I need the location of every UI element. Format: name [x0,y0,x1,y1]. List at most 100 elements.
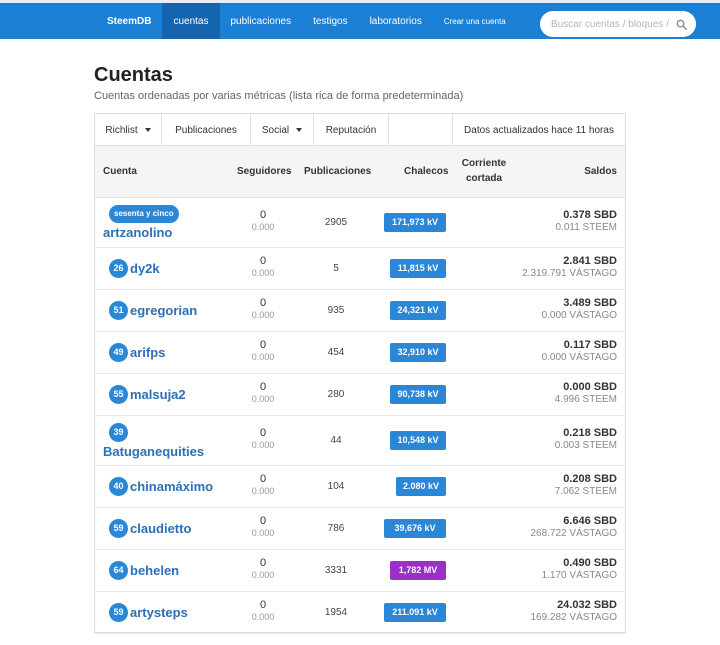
column-header-balances[interactable]: Saldos [584,166,617,177]
reputation-badge: 40 [109,477,128,496]
account-name-link[interactable]: behelen [130,563,180,578]
account-cell: 40 chinamáximo [103,477,213,496]
account-name-link[interactable]: artzanolino [103,225,173,241]
vests-badge: 10,548 kV [390,431,446,450]
column-header-vests[interactable]: Chalecos [404,166,449,177]
reputation-badge: 59 [109,519,128,538]
column-header-current[interactable]: Corriente cortada [461,158,507,184]
reputation-badge: 26 [109,259,128,278]
followers-count: 0 [259,297,267,309]
balances-cell: 6.646 SBD 268.722 VÁSTAGO [530,515,617,539]
followers-sp: 0.000 [251,440,275,450]
reputation-badge: 51 [109,301,128,320]
balances-cell: 2.841 SBD 2.319.791 VÁSTAGO [522,255,617,279]
vests-badge: 24,321 kV [390,301,446,320]
richlist-dropdown[interactable]: Richlist [95,114,162,146]
balances-cell: 3.489 SBD 0.000 VÁSTAGO [542,297,617,321]
brand-link[interactable]: SteemDB [107,15,152,27]
posts-count: 454 [327,347,345,358]
nav-item-testigos[interactable]: testigos [313,15,348,27]
account-name-link[interactable]: malsuja2 [130,387,186,402]
sbd-balance: 2.841 SBD [563,255,617,267]
filter-tabs: Richlist Publicaciones Social Reputación… [95,114,625,146]
create-account-link[interactable]: Crear una cuenta [443,16,506,26]
followers-cell: 0 0.000 [225,427,301,450]
followers-count: 0 [259,381,267,393]
sbd-balance: 0.490 SBD [563,557,617,569]
posts-count: 3331 [324,565,348,576]
account-name-link[interactable]: dy2k [130,261,160,276]
vests-badge: 211.091 kV [384,603,446,622]
followers-sp: 0.000 [251,222,275,232]
vests-badge: 171,973 kV [384,213,446,232]
account-name-link[interactable]: arifps [130,345,166,360]
page-title: Cuentas [94,64,173,86]
tab-posts[interactable]: Publicaciones [162,114,251,146]
vests-badge: 90,738 kV [390,385,446,404]
column-header-followers[interactable]: Seguidores [237,166,292,177]
social-dropdown[interactable]: Social [251,114,314,146]
account-cell: 39 Batuganequities [103,423,204,459]
posts-count: 104 [327,481,345,492]
posts-count: 280 [327,389,345,400]
steem-balance: 0.003 STEEM [554,440,617,451]
followers-sp: 0.000 [251,570,275,580]
account-cell: 26 dy2k [103,259,160,278]
sbd-balance: 3.489 SBD [563,297,617,309]
followers-count: 0 [259,209,267,221]
sbd-balance: 0.208 SBD [563,473,617,485]
caret-down-icon [296,128,303,132]
table-row: 64 behelen 0 0.000 3331 1,782 MV 0.490 SBD 1.17… [95,550,625,592]
reputation-badge: 39 [109,423,128,442]
caret-down-icon [144,128,151,132]
account-name-link[interactable]: egregorian [130,303,198,318]
account-name-link[interactable]: chinamáximo [130,479,214,494]
followers-cell: 0 0.000 [225,209,301,232]
vests-badge: 39,676 kV [384,519,446,538]
filter-empty-slot [389,114,453,146]
table-row: 59 artysteps 0 0.000 1954 211.091 kV 24.032 SB… [95,592,625,634]
account-name-link[interactable]: artysteps [130,605,188,620]
account-cell: sesenta y cinco artzanolino [103,205,179,240]
account-name-link[interactable]: Batuganequities [103,444,205,459]
reputation-badge: 55 [109,385,128,404]
column-header-posts[interactable]: Publicaciones [304,166,372,177]
followers-cell: 0 0.000 [225,557,301,580]
account-cell: 59 claudietto [103,519,191,538]
nav-item-laboratorios[interactable]: laboratorios [369,15,422,27]
followers-count: 0 [259,599,267,611]
reputation-badge: 49 [109,343,128,362]
search-input[interactable] [551,18,669,30]
posts-count: 2905 [324,217,348,228]
nav-item-cuentas[interactable]: cuentas [162,3,220,39]
table-header: Cuenta Seguidores Publicaciones Chalecos… [95,146,625,198]
followers-sp: 0.000 [251,486,275,496]
balances-cell: 0.218 SBD 0.003 STEEM [555,427,617,451]
nav-item-publicaciones[interactable]: publicaciones [230,15,292,27]
followers-sp: 0.000 [251,394,275,404]
followers-cell: 0 0.000 [225,297,301,320]
table-row: sesenta y cinco artzanolino 0 0.000 2905 171,… [95,198,625,248]
vests-badge: 2.080 kV [396,477,446,496]
posts-count: 5 [333,263,339,274]
sbd-balance: 0.000 SBD [563,381,617,393]
account-name-link[interactable]: claudietto [130,521,192,536]
balances-cell: 0.378 SBD 0.011 STEEM [555,209,617,233]
reputation-badge: sesenta y cinco [109,205,179,223]
followers-cell: 0 0.000 [225,339,301,362]
tab-reputation[interactable]: Reputación [314,114,389,146]
sbd-balance: 0.378 SBD [563,209,617,221]
posts-count: 1954 [324,607,348,618]
followers-count: 0 [259,557,267,569]
followers-sp: 0.000 [251,612,275,622]
search-box [540,11,696,37]
table-row: 51 egregorian 0 0.000 935 24,321 kV 3.489 SBD 0… [95,290,625,332]
followers-cell: 0 0.000 [225,515,301,538]
search-icon[interactable] [676,19,687,30]
followers-count: 0 [259,515,267,527]
steem-balance: 0.000 VÁSTAGO [541,352,617,363]
balances-cell: 0.117 SBD 0.000 VÁSTAGO [542,339,617,363]
reputation-badge: 64 [109,561,128,580]
reputation-tab-label: Reputación [325,124,377,136]
column-header-account[interactable]: Cuenta [103,166,137,177]
